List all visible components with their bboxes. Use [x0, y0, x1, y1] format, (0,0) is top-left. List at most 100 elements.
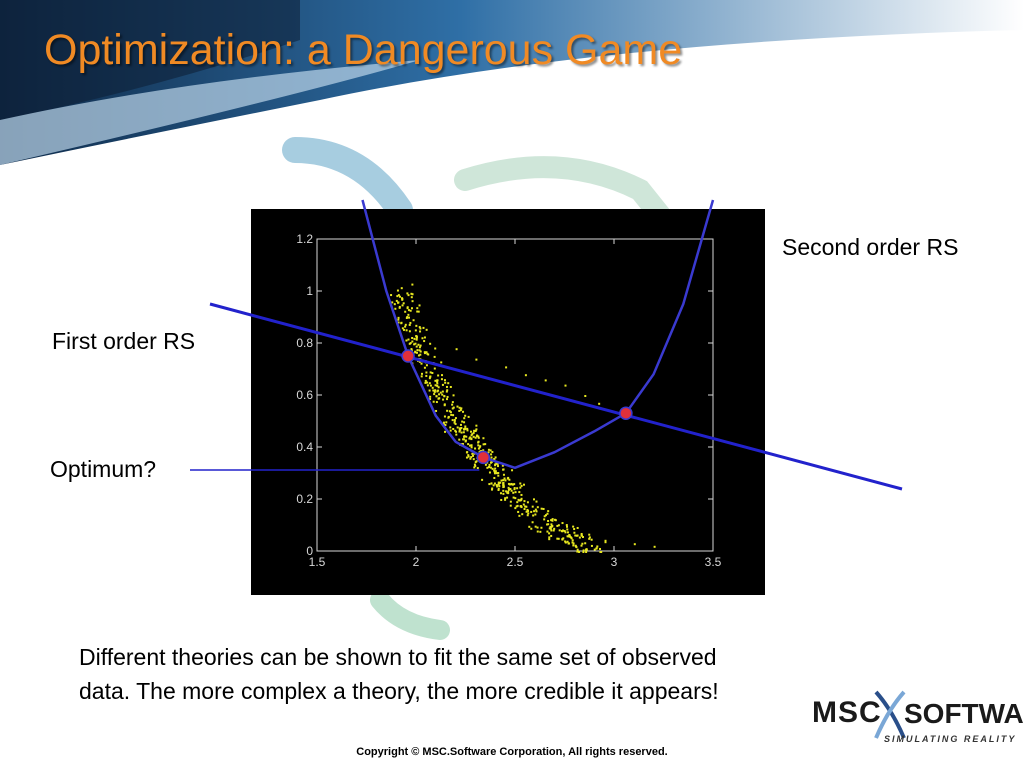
scatter-point	[465, 451, 468, 454]
scatter-point	[552, 529, 555, 532]
scatter-point	[492, 484, 495, 487]
scatter-point	[420, 362, 423, 365]
scatter-point	[588, 533, 591, 536]
scatter-point	[543, 515, 546, 518]
scatter-point	[415, 345, 418, 348]
scatter-point	[471, 452, 474, 455]
scatter-point	[479, 445, 482, 448]
scatter-point	[566, 531, 569, 534]
scatter-point	[469, 430, 472, 433]
scatter-point	[473, 466, 476, 469]
scatter-point	[558, 529, 561, 532]
scatter-point	[548, 532, 551, 535]
scatter-point	[460, 426, 463, 429]
slide-title: Optimization: a Dangerous Game	[44, 26, 683, 74]
scatter-point	[394, 307, 397, 310]
scatter-point	[518, 514, 521, 517]
scatter-point	[540, 507, 543, 510]
scatter-point	[549, 527, 552, 530]
scatter-point	[490, 456, 493, 459]
scatter-point	[495, 484, 498, 487]
scatter-point	[526, 501, 529, 504]
scatter-point	[461, 420, 464, 423]
scatter-point	[415, 335, 418, 338]
scatter-point	[453, 418, 456, 421]
scatter-point	[458, 430, 461, 433]
y-tick-label: 0	[306, 544, 313, 558]
scatter-point	[572, 525, 575, 528]
scatter-point	[572, 542, 575, 545]
header-background-graphic	[0, 0, 1024, 165]
scatter-point	[502, 489, 505, 492]
scatter-point	[488, 483, 491, 486]
scatter-point	[496, 485, 499, 488]
scatter-point	[564, 531, 567, 534]
scatter-point	[428, 377, 431, 380]
scatter-point	[474, 436, 477, 439]
scatter-point	[404, 310, 407, 313]
scatter-point	[416, 307, 419, 310]
scatter-point	[465, 456, 468, 459]
scatter-point	[466, 427, 469, 430]
scatter-point	[449, 426, 452, 429]
scatter-point	[436, 384, 439, 387]
scatter-point	[576, 550, 579, 553]
scatter-point	[585, 551, 588, 553]
scatter-point	[481, 478, 484, 481]
scatter-point	[474, 464, 477, 467]
second-order-rs-curve	[361, 199, 715, 470]
scatter-point	[435, 395, 438, 398]
scatter-point	[411, 336, 414, 339]
scatter-point	[584, 542, 587, 545]
scatter-point	[578, 551, 581, 553]
scatter-point	[409, 321, 412, 324]
y-tick-label: 1.2	[296, 232, 313, 246]
scatter-point	[411, 293, 414, 296]
scatter-point	[489, 449, 492, 452]
scatter-point	[566, 535, 569, 538]
scatter-point	[588, 537, 591, 540]
scatter-point	[424, 379, 427, 382]
first-order-rs-line	[209, 302, 903, 491]
scatter-point	[447, 416, 450, 419]
scatter-point	[438, 393, 441, 396]
scatter-point	[449, 385, 452, 388]
scatter-point	[464, 440, 467, 443]
scatter-point	[425, 374, 428, 377]
scatter-point	[409, 309, 412, 312]
scatter-point	[546, 523, 549, 526]
scatter-point	[443, 404, 446, 407]
scatter-point	[463, 435, 466, 438]
scatter-point	[570, 536, 573, 539]
scatter-point	[505, 366, 508, 369]
scatter-point	[408, 330, 411, 333]
scatter-point	[454, 429, 457, 432]
scatter-point	[550, 519, 553, 522]
scatter-point	[437, 374, 440, 377]
scatter-plot-canvas: 1.5 2 2.5 3 3.5 0 0.2 0.4 0.6 0.8 1 1.2	[296, 232, 722, 569]
scatter-point	[462, 410, 465, 413]
scatter-point	[415, 324, 418, 327]
scatter-point	[473, 429, 476, 432]
scatter-point	[581, 542, 584, 545]
scatter-point	[486, 466, 489, 469]
scatter-point	[416, 349, 419, 352]
scatter-point	[396, 295, 399, 298]
scatter-point	[546, 530, 549, 533]
x-tick-label: 3.5	[705, 555, 722, 569]
scatter-point	[397, 321, 400, 324]
scatter-point	[442, 398, 445, 401]
scatter-point	[500, 498, 503, 501]
header-banner	[0, 0, 1024, 170]
scatter-point	[441, 383, 444, 386]
scatter-point	[451, 403, 454, 406]
scatter-point	[460, 407, 463, 410]
scatter-point	[416, 351, 419, 354]
scatter-point	[441, 393, 444, 396]
scatter-point	[477, 435, 480, 438]
scatter-point	[507, 486, 510, 489]
scatter-point	[535, 500, 538, 503]
scatter-point	[488, 466, 491, 469]
scatter-point	[513, 483, 516, 486]
